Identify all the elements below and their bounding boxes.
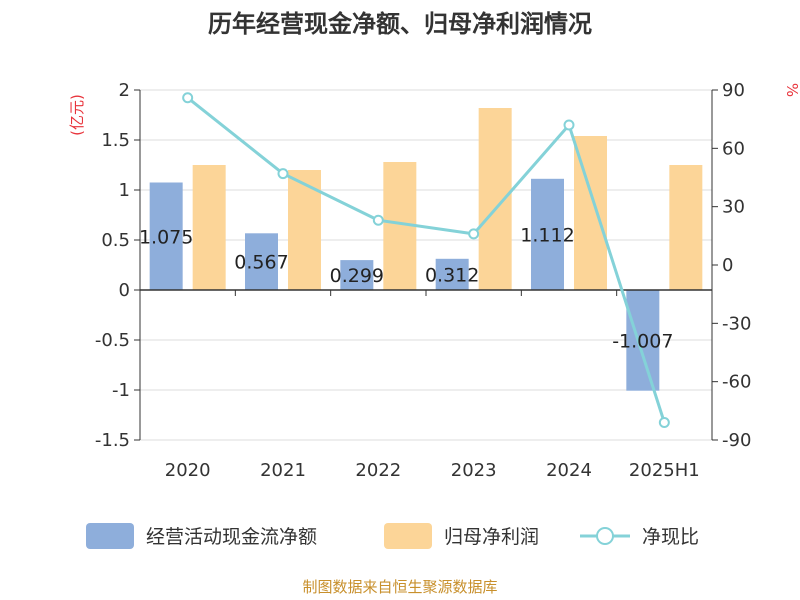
right-axis-tick-label: -30 [722,313,751,334]
axes: 2 1.5 1 0.5 0 -0.5 -1 -1.5 90 60 30 0 -30 -60 -90 2020 2… [95,80,752,481]
line-point [468,228,480,240]
data-label: 1.075 [139,226,193,248]
left-axis-tick-label: -1 [112,380,130,401]
x-axis-tick-label: 2020 [165,460,211,481]
x-axis-tick-label: 2025H1 [629,460,700,481]
bar-operating-cash-flow [435,258,469,290]
bar-net-profit [669,165,703,290]
bar-series [149,108,703,391]
left-axis-tick-label: 1.5 [101,130,130,151]
line-point [658,417,670,428]
left-axis-tick-label: -0.5 [95,330,130,351]
line-point [182,92,194,104]
x-axis-tick-label: 2022 [355,460,401,481]
legend-swatch-operating-cash-flow [86,523,134,549]
right-axis-tick-label: 30 [722,197,745,218]
data-label: 0.312 [425,264,479,286]
right-axis-tick-label: -60 [722,372,751,393]
legend-label-operating-cash-flow: 经营活动现金流净额 [146,526,317,548]
left-axis-tick-label: 0.5 [101,230,130,251]
bar-net-profit [288,170,321,290]
line-point [372,214,384,226]
right-axis-unit: % [783,83,800,97]
line-series [182,92,670,428]
bar-operating-cash-flow [245,233,278,290]
legend-label-net-profit: 归母净利润 [444,526,539,548]
data-label: 1.112 [520,224,574,246]
legend-swatch-marker [596,527,614,545]
left-axis-tick-label: -1.5 [95,430,130,451]
data-label: -1.007 [612,330,673,352]
data-label: 0.299 [330,265,384,287]
chart-title: 历年经营现金净额、归母净利润情况 [208,10,592,38]
line-point [277,168,289,180]
legend-swatch-net-profit [384,523,432,549]
x-axis-tick-label: 2021 [260,460,306,481]
line-net-cash-ratio [186,96,666,423]
bar-operating-cash-flow [340,260,374,290]
data-label: 0.567 [234,252,288,274]
right-axis-tick-label: -90 [722,430,751,451]
right-axis-tick-label: 60 [722,138,745,159]
legend-label-net-cash-ratio: 净现比 [642,526,699,548]
x-axis-tick-label: 2024 [546,460,592,481]
legend[interactable]: 经营活动现金流净额 归母净利润 净现比 [86,523,699,549]
x-axis-tick-label: 2023 [451,460,497,481]
left-axis-unit: (亿元) [68,94,86,136]
bar-net-profit [192,165,226,290]
left-axis-tick-label: 0 [119,280,130,301]
left-axis-tick-label: 2 [119,80,130,101]
data-labels: 1.075 0.567 0.299 0.312 1.112 -1.007 [139,224,673,352]
left-axis-tick-label: 1 [119,180,130,201]
bar-net-profit [478,108,512,290]
source-note: 制图数据来自恒生聚源数据库 [302,578,497,596]
line-point [563,119,575,131]
right-axis-tick-label: 90 [722,80,745,101]
bar-operating-cash-flow [531,178,564,290]
right-axis-tick-label: 0 [722,255,733,276]
bar-operating-cash-flow [626,290,660,391]
bar-operating-cash-flow [149,182,183,290]
